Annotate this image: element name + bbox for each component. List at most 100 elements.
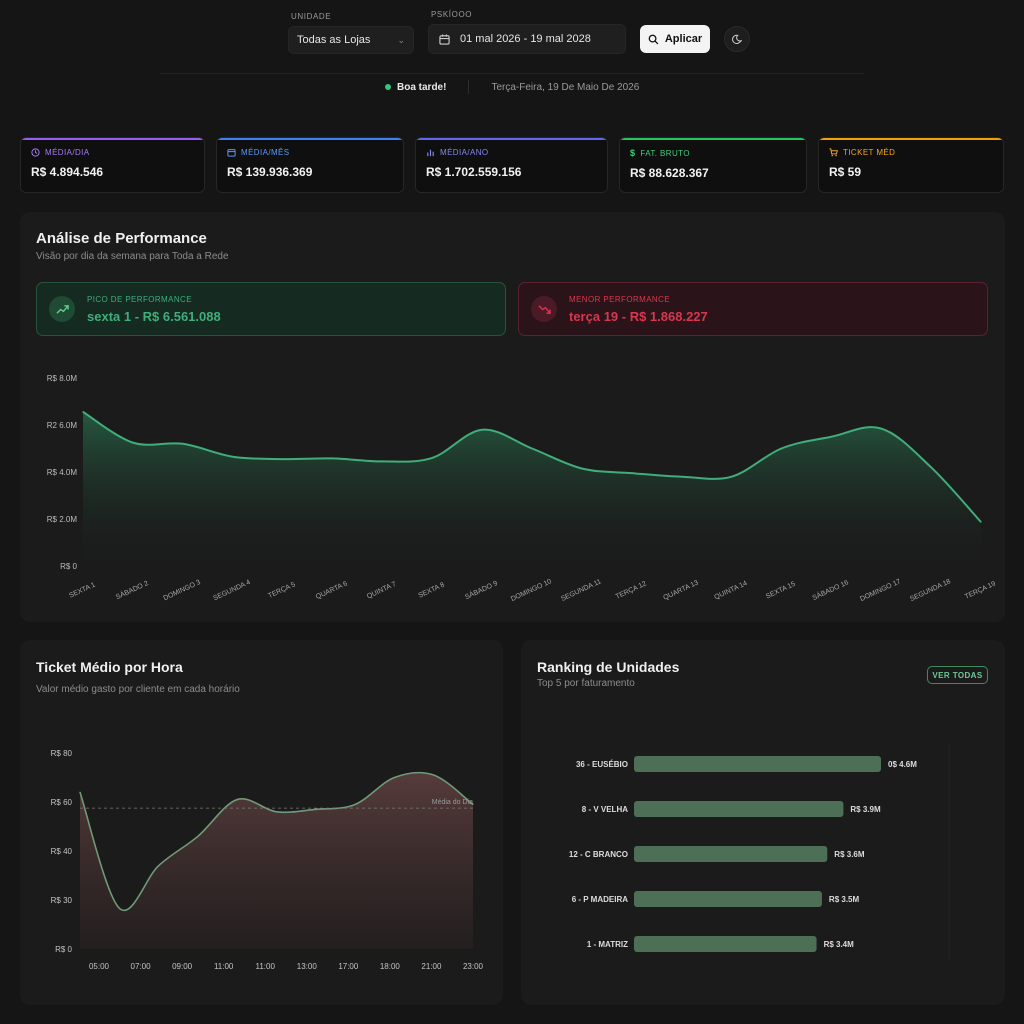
kpi-label-row: $ FAT. BRUTO — [630, 148, 796, 158]
trending-down-icon — [531, 296, 557, 322]
unidade-filter: UNIDADE Todas as Lojas ⌄ — [288, 12, 414, 54]
x-tick-label: QUINTA 14 — [713, 580, 748, 601]
ranking-value-label: 0$ 4.6M — [888, 760, 917, 769]
ranking-panel: Ranking de Unidades Top 5 por faturament… — [521, 640, 1005, 1005]
kpi-card-media-ano: MÉDIA/ANO R$ 1.702.559.156 — [415, 137, 608, 193]
ticket-chart: R$ 0 R$ 30 R$ 40 R$ 60 R$ 80 Média do Dia 05:0… — [51, 749, 484, 971]
unidade-value: Todas as Lojas — [297, 34, 371, 46]
x-tick-label: SÁBADO 9 — [463, 578, 499, 601]
performance-point — [132, 442, 134, 444]
x-tick-label: 13:00 — [297, 962, 318, 971]
x-tick-label: QUARTA 13 — [662, 579, 699, 601]
kpi-label: TICKET MÉD — [843, 148, 896, 157]
apply-button[interactable]: Aplicar — [640, 25, 710, 53]
performance-panel: Análise de Performance Visão por dia da … — [20, 212, 1005, 622]
y-tick-label: R$ 0 — [55, 945, 72, 954]
ranking-bar — [634, 936, 817, 952]
x-tick-label: 11:00 — [256, 962, 276, 971]
performance-point — [681, 476, 683, 478]
trending-up-icon — [49, 296, 75, 322]
peak-label: PICO DE PERFORMANCE — [87, 294, 192, 304]
y-tick-label: R$ 4.0M — [47, 468, 78, 477]
x-tick-label: DOMINGO 3 — [163, 579, 202, 602]
performance-point — [232, 456, 234, 458]
ticket-point — [354, 803, 356, 806]
ticket-point — [433, 774, 435, 776]
ranking-category-label: 12 - C BRANCO — [569, 850, 628, 859]
ticket-point — [275, 811, 278, 813]
x-tick-label: SEXTA 8 — [417, 582, 445, 600]
y-tick-label: R$ 80 — [51, 749, 73, 758]
low-performance-card: MENOR PERFORMANCE terça 19 - R$ 1.868.22… — [518, 282, 988, 336]
y-tick-label: R$ 40 — [51, 847, 73, 856]
ticket-point — [315, 808, 317, 810]
x-tick-label: 23:00 — [463, 962, 484, 971]
peak-text: PICO DE PERFORMANCE sexta 1 - R$ 6.561.0… — [87, 295, 221, 324]
date-range-value: 01 mal 2026 - 19 mal 2028 — [460, 33, 591, 45]
ticket-panel: Ticket Médio por Hora Valor médio gasto … — [20, 640, 503, 1005]
ver-todas-button[interactable]: VER TODAS — [927, 666, 988, 684]
ranking-category-label: 1 - MATRIZ — [587, 940, 628, 949]
greeting-divider — [468, 80, 470, 94]
x-tick-label: QUINTA 7 — [366, 581, 397, 601]
kpi-value: R$ 88.628.367 — [630, 166, 709, 180]
performance-point — [481, 429, 483, 431]
kpi-accent-bar — [819, 138, 1003, 140]
x-tick-label: SÁBADO 2 — [114, 578, 150, 601]
performance-point — [631, 472, 633, 474]
ranking-value-label: R$ 3.9M — [850, 805, 881, 814]
performance-point — [82, 411, 84, 413]
kpi-accent-bar — [217, 138, 403, 140]
low-value: terça 19 - R$ 1.868.227 — [569, 308, 708, 324]
x-tick-label: SEGUNDA 11 — [560, 578, 602, 603]
calendar-icon — [227, 149, 236, 157]
date-range-picker[interactable]: 01 mal 2026 - 19 mal 2028 — [428, 24, 626, 54]
unidade-select[interactable]: Todas as Lojas ⌄ — [288, 26, 414, 54]
kpi-label-row: MÉDIA/MÊS — [227, 148, 393, 157]
x-tick-label: DOMINGO 10 — [510, 578, 553, 603]
ticket-subtitle: Valor médio gasto por cliente em cada ho… — [36, 684, 240, 695]
ranking-category-label: 36 - EUSÉBIO — [576, 760, 628, 769]
periodo-label: PSKÍOOO — [431, 10, 473, 19]
theme-toggle-button[interactable] — [724, 26, 750, 52]
filter-bar: UNIDADE Todas as Lojas ⌄ PSKÍOOO 01 mal … — [288, 10, 750, 54]
performance-subtitle: Visão por dia da semana para Toda a Rede — [36, 251, 229, 262]
kpi-label: MÉDIA/MÊS — [241, 148, 290, 157]
chevron-down-icon: ⌄ — [397, 34, 405, 45]
ticket-point — [197, 835, 199, 837]
performance-point — [930, 466, 932, 468]
performance-point — [880, 427, 882, 430]
x-tick-label: SEXTA 1 — [68, 582, 96, 600]
ranking-bar — [634, 801, 844, 817]
ticket-point — [158, 865, 160, 867]
peak-value: sexta 1 - R$ 6.561.088 — [87, 308, 221, 324]
performance-point — [980, 521, 982, 523]
kpi-accent-bar — [416, 138, 607, 140]
y-tick-label: R$ 8.0M — [47, 374, 78, 383]
x-tick-label: TERÇA 5 — [267, 581, 296, 600]
calendar-icon — [439, 33, 450, 45]
kpi-card-fat-bruto: $ FAT. BRUTO R$ 88.628.367 — [619, 137, 807, 193]
periodo-filter: PSKÍOOO 01 mal 2026 - 19 mal 2028 — [428, 10, 626, 54]
x-tick-label: 11:00 — [214, 962, 234, 971]
performance-point — [780, 447, 783, 450]
kpi-label-row: TICKET MÉD — [829, 148, 993, 157]
unidade-label: UNIDADE — [291, 12, 332, 21]
kpi-value: R$ 1.702.559.156 — [426, 165, 522, 179]
y-tick-label: R$ 60 — [51, 798, 73, 807]
ranking-bar — [634, 846, 828, 862]
ticket-line — [79, 771, 474, 912]
cart-icon — [829, 148, 838, 157]
average-label: Média do Dia — [432, 799, 473, 806]
ticket-point — [118, 907, 120, 909]
ranking-category-label: 8 - V VELHA — [582, 805, 628, 814]
performance-point — [830, 436, 832, 438]
x-tick-label: 17:00 — [338, 962, 359, 971]
x-tick-label: SEGUNDA 18 — [909, 578, 952, 603]
performance-point — [182, 443, 184, 445]
kpi-value: R$ 4.894.546 — [31, 165, 104, 179]
performance-chart: R$ 0 R$ 2.0M R$ 4.0M R2 6.0M R$ 8.0M SEXTA 1 S… — [47, 374, 997, 603]
kpi-card-media-mes: MÉDIA/MÊS R$ 139.936.369 — [216, 137, 404, 193]
kpi-accent-bar — [21, 138, 204, 140]
ticket-point — [472, 803, 474, 806]
